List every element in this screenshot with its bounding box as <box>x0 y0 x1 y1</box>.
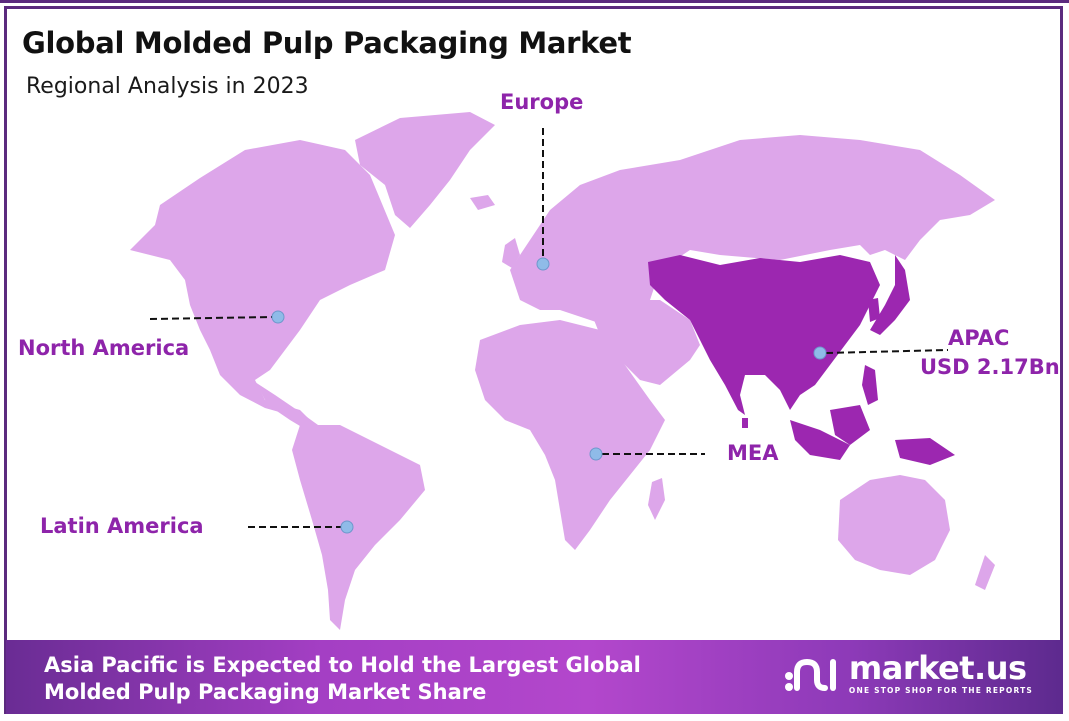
apac-value: USD 2.17Bn <box>920 355 1060 379</box>
apac-highlight <box>648 255 955 465</box>
apac-label: APAC <box>948 326 1010 350</box>
top-border-line <box>0 0 1069 3</box>
apac-mainland-shape <box>648 255 880 415</box>
mea-marker <box>589 447 603 461</box>
base-landmass <box>130 112 995 630</box>
region-markers <box>271 257 827 534</box>
footer-banner: Asia Pacific is Expected to Hold the Lar… <box>6 640 1063 714</box>
madagascar-shape <box>648 478 665 520</box>
world-map <box>130 112 995 630</box>
brand-tagline: ONE STOP SHOP FOR THE REPORTS <box>848 686 1033 695</box>
market-us-logo-icon <box>784 658 836 691</box>
brand-name: market.us <box>848 649 1027 687</box>
indonesia-shape <box>790 420 850 460</box>
apac-leader <box>825 349 949 354</box>
australia-shape <box>838 475 950 575</box>
north-america-shape <box>130 140 395 420</box>
south-america-shape <box>292 425 425 630</box>
central-america-shape <box>255 382 318 432</box>
north-america-label: North America <box>18 336 190 360</box>
leader-lines <box>149 128 949 528</box>
eurasia-shape <box>510 135 995 330</box>
japan-shape <box>870 255 910 335</box>
iceland-shape <box>470 195 495 210</box>
europe-label: Europe <box>500 90 584 114</box>
footer-headline: Asia Pacific is Expected to Hold the Lar… <box>44 652 641 706</box>
footer-line-2: Molded Pulp Packaging Market Share <box>44 680 487 704</box>
europe-marker <box>536 257 550 271</box>
north-america-leader <box>149 316 273 320</box>
korea-shape <box>868 298 880 322</box>
borneo-shape <box>830 405 870 445</box>
mea-label: MEA <box>727 441 779 465</box>
uk-shape <box>502 238 520 268</box>
apac-marker <box>813 346 827 360</box>
footer-line-1: Asia Pacific is Expected to Hold the Lar… <box>44 653 641 677</box>
north-america-marker <box>271 310 285 324</box>
new-guinea-shape <box>895 438 955 465</box>
philippines-shape <box>862 365 878 405</box>
latin-america-label: Latin America <box>40 514 204 538</box>
sri-lanka-shape <box>742 418 748 428</box>
latin-america-marker <box>340 520 354 534</box>
middle-east-shape <box>590 300 700 385</box>
greenland-shape <box>355 112 495 228</box>
brand-logo: market.us ONE STOP SHOP FOR THE REPORTS <box>783 652 1033 695</box>
page-subtitle: Regional Analysis in 2023 <box>26 74 309 99</box>
page-title: Global Molded Pulp Packaging Market <box>22 26 632 60</box>
new-zealand-shape <box>975 555 995 590</box>
africa-shape <box>475 320 665 550</box>
